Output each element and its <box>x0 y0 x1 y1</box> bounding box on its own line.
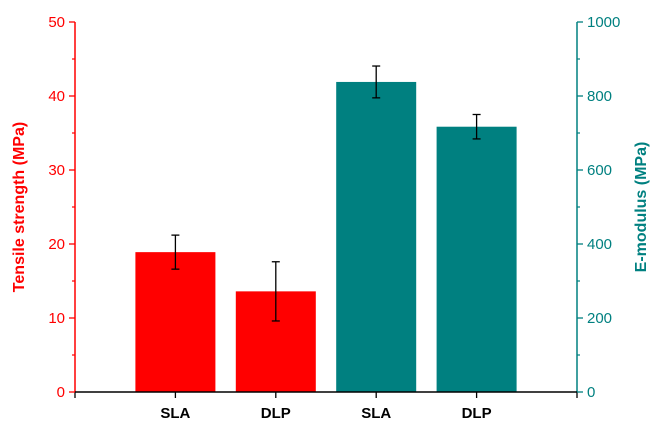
y-left-tick-label: 40 <box>48 88 65 105</box>
y-left-tick-label: 0 <box>57 384 65 401</box>
x-tick-label: DLP <box>261 405 291 422</box>
bar-modulus-sla <box>336 81 417 392</box>
y-right-tick-label: 600 <box>587 162 612 179</box>
y-left-axis-title: Tensile strength (MPa) <box>11 122 28 292</box>
y-left-tick-label: 10 <box>48 310 65 327</box>
error-bars-group <box>171 65 481 322</box>
axes-group <box>69 21 583 398</box>
x-tick-label: DLP <box>462 405 492 422</box>
bar-modulus-dlp <box>436 126 517 393</box>
y-right-tick-label: 1000 <box>587 14 620 31</box>
y-right-tick-label: 800 <box>587 88 612 105</box>
x-tick-label: SLA <box>160 405 190 422</box>
bars-group <box>135 81 517 393</box>
y-right-tick-label: 200 <box>587 310 612 327</box>
labels-group: SLA DLP SLA DLP 0 10 20 30 40 50 0 200 400 600 800 1000… <box>11 14 650 422</box>
y-left-tick-label: 20 <box>48 236 65 253</box>
y-right-axis-title: E-modulus (MPa) <box>633 142 650 273</box>
x-tick-label: SLA <box>361 405 391 422</box>
y-left-tick-label: 30 <box>48 162 65 179</box>
bar-tensile-sla <box>135 252 216 392</box>
y-left-tick-label: 50 <box>48 14 65 31</box>
y-right-tick-label: 400 <box>587 236 612 253</box>
y-right-tick-label: 0 <box>587 384 595 401</box>
